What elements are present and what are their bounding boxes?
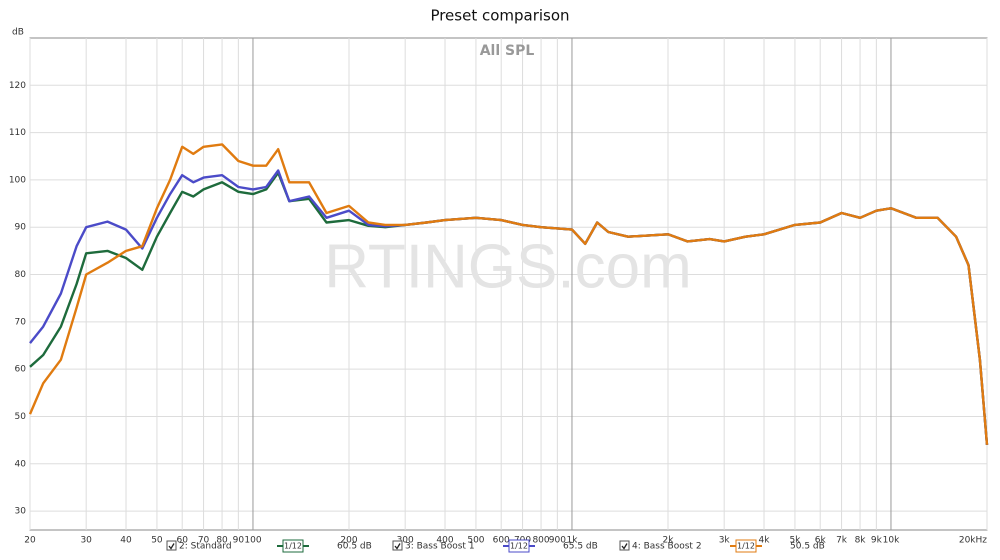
x-tick-label: 500 [467, 536, 484, 546]
y-tick-label: 120 [9, 81, 26, 91]
y-tick-label: 90 [15, 223, 27, 233]
x-tick-label: 8k [855, 536, 867, 546]
y-tick-label: 30 [15, 507, 27, 517]
legend-label: 4: Bass Boost 2 [632, 542, 702, 552]
legend-offset: 50.5 dB [790, 542, 825, 552]
x-tick-label: 200 [340, 536, 357, 546]
plot-subtitle: All SPL [480, 43, 535, 59]
y-tick-label: 50 [15, 412, 27, 422]
x-tick-label: 900 [549, 536, 566, 546]
y-tick-label: 40 [15, 459, 27, 469]
x-tick-label: 20kHz [959, 536, 987, 546]
legend-label: 3: Bass Boost 1 [405, 542, 475, 552]
x-tick-label: 1k [566, 536, 578, 546]
x-tick-label: 7k [836, 536, 848, 546]
x-tick-label: 600 [493, 536, 510, 546]
legend-label: 2: Standard [179, 542, 232, 552]
y-axis-label: dB [12, 28, 24, 38]
x-tick-label: 60 [176, 536, 188, 546]
x-tick-label: 80 [216, 536, 228, 546]
smoothing-icon[interactable] [282, 539, 304, 553]
legend-check [168, 543, 175, 550]
plot-area [29, 37, 988, 531]
legend-offset: 60.5 dB [337, 542, 372, 552]
x-tick-label: 400 [436, 536, 453, 546]
x-tick-label: 50 [151, 536, 163, 546]
x-tick-label: 4k [759, 536, 771, 546]
legend-checkbox[interactable] [392, 540, 403, 551]
legend-checkbox[interactable] [619, 540, 630, 551]
smoothing-icon[interactable] [508, 539, 530, 553]
x-tick-label: 70 [198, 536, 210, 546]
x-tick-label: 9k [871, 536, 883, 546]
x-tick-label: 10k [883, 536, 900, 546]
x-tick-label: 800 [532, 536, 549, 546]
legend-check [394, 543, 401, 550]
y-tick-label: 60 [15, 365, 27, 375]
smoothing-label: 1/12 [737, 542, 755, 551]
watermark: RTINGS.com [324, 232, 691, 301]
y-tick-label: 100 [9, 175, 26, 185]
x-tick-label: 20 [24, 536, 36, 546]
x-tick-label: 30 [80, 536, 92, 546]
x-tick-label: 5k [789, 536, 801, 546]
series-line [28, 143, 989, 445]
x-tick-label: 2k [663, 536, 675, 546]
x-tick-label: 90 [233, 536, 245, 546]
x-tick-label: 3k [719, 536, 731, 546]
x-tick-label: 300 [397, 536, 414, 546]
x-tick-label: 40 [120, 536, 132, 546]
legend-check [621, 543, 628, 550]
chart-title: Preset comparison [430, 7, 569, 25]
x-tick-label: 6k [815, 536, 827, 546]
legend-checkbox[interactable] [166, 540, 177, 551]
legend-offset: 65.5 dB [563, 542, 598, 552]
smoothing-label: 1/12 [510, 542, 528, 551]
y-tick-label: 70 [15, 317, 27, 327]
y-tick-label: 110 [9, 128, 26, 138]
y-tick-label: 80 [15, 270, 27, 280]
smoothing-label: 1/12 [284, 542, 302, 551]
x-tick-label: 100 [244, 536, 261, 546]
smoothing-icon[interactable] [735, 539, 757, 553]
